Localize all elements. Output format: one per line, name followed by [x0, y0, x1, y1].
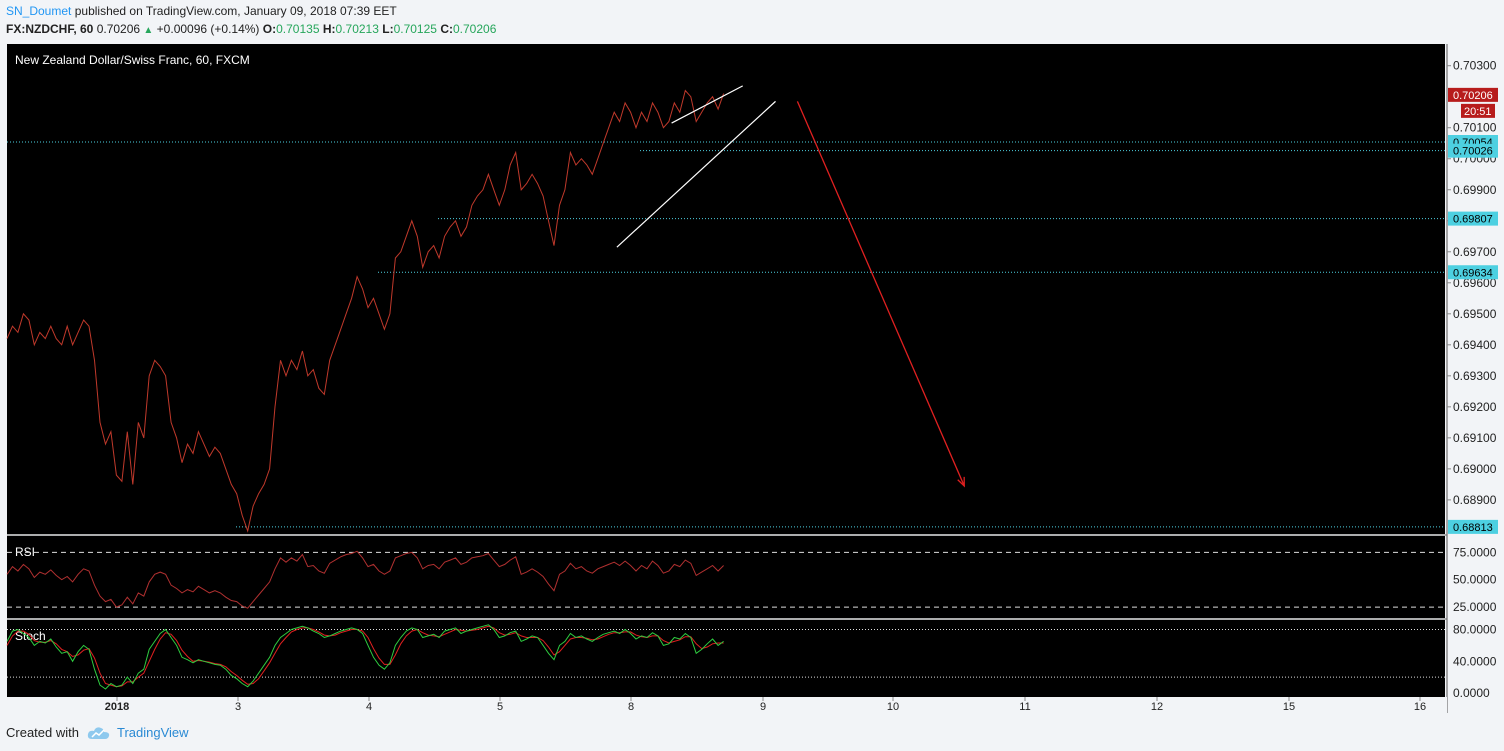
projection-arrow: [796, 101, 965, 487]
time-axis: [7, 697, 1447, 713]
close-label: C:: [440, 22, 453, 36]
y-tick-label: 0.69000: [1453, 462, 1497, 476]
published-text: published on TradingView.com, January 09…: [74, 4, 397, 18]
created-with-label: Created with: [6, 725, 79, 740]
stoch-k-line: [6, 624, 724, 690]
x-tick-label: 5: [497, 701, 503, 713]
stoch-d-line: [6, 625, 724, 688]
trendline-lower: [616, 100, 776, 248]
x-tick-label: 11: [1019, 701, 1030, 713]
y-tick-label: 0.69300: [1453, 369, 1497, 383]
rsi-tick-label: 50.0000: [1453, 573, 1497, 587]
low-label: L:: [382, 22, 394, 36]
level-tag-label: 0.69634: [1453, 267, 1493, 279]
symbol-info: FX:NZDCHF, 60 0.70206 ▲ +0.00096 (+0.14%…: [6, 22, 496, 36]
stoch-tick-label: 40.0000: [1453, 654, 1497, 668]
main-pane: [7, 44, 1445, 534]
x-tick-label: 10: [887, 701, 899, 713]
level-tag: [1448, 211, 1498, 226]
projection-arrowhead: [957, 476, 965, 488]
countdown-label: 20:51: [1464, 106, 1492, 118]
stoch-tick-label: 80.0000: [1453, 623, 1497, 637]
stoch-pane: [7, 620, 1445, 697]
level-tag-label: 0.68813: [1453, 522, 1493, 534]
price-change: +0.00096 (+0.14%): [156, 22, 260, 36]
open-label: O:: [262, 22, 277, 36]
y-tick-label: 0.69400: [1453, 338, 1497, 352]
x-tick-label: 12: [1151, 701, 1163, 713]
y-tick-label: 0.70100: [1453, 121, 1497, 135]
y-tick-label: 0.69500: [1453, 307, 1497, 321]
last-price: 0.70206: [96, 22, 141, 36]
x-tick-label: 15: [1283, 701, 1295, 713]
high-value: 0.70213: [335, 22, 379, 36]
rsi-tick-label: 75.0000: [1453, 545, 1497, 559]
tradingview-link[interactable]: TradingView: [87, 725, 189, 740]
tradingview-brand: TradingView: [116, 725, 189, 740]
rsi-line: [6, 550, 724, 609]
y-tick-label: 0.69700: [1453, 245, 1497, 259]
x-tick-label: 8: [628, 701, 634, 713]
rsi-tick-label: 25.0000: [1453, 600, 1497, 614]
tradingview-cloud-icon: [87, 726, 110, 739]
low-value: 0.70125: [393, 22, 437, 36]
publish-info: SN_Doumet published on TradingView.com, …: [6, 4, 397, 18]
level-tag: [1448, 519, 1498, 534]
last-price-tag: [1448, 87, 1498, 102]
high-label: H:: [322, 22, 336, 36]
y-tick-label: 0.70300: [1453, 59, 1497, 73]
x-tick-label: 3: [235, 701, 241, 713]
x-tick-label: 9: [760, 701, 766, 713]
x-tick-label: 4: [366, 701, 372, 713]
chart-title: New Zealand Dollar/Swiss Franc, 60, FXCM: [15, 53, 250, 67]
open-value: 0.70135: [276, 22, 320, 36]
x-tick-label: 2018: [105, 701, 129, 713]
level-tag-label: 0.69807: [1453, 214, 1493, 226]
level-tag: [1448, 265, 1498, 280]
countdown-tag: [1461, 103, 1495, 118]
symbol-label: FX:NZDCHF, 60: [6, 22, 94, 36]
y-tick-label: 0.69600: [1453, 276, 1497, 290]
y-tick-label: 0.68900: [1453, 493, 1497, 507]
up-arrow-icon: ▲: [143, 25, 154, 36]
rsi-pane: [7, 536, 1445, 618]
last-price-tag-label: 0.70206: [1453, 90, 1493, 102]
author-link[interactable]: SN_Doumet: [6, 4, 72, 18]
level-tag: [1448, 143, 1498, 158]
y-tick-label: 0.69900: [1453, 183, 1497, 197]
close-value: 0.70206: [452, 22, 497, 36]
trendline-upper: [671, 85, 743, 124]
footer: Created with TradingView: [6, 725, 189, 740]
x-tick-label: 16: [1414, 701, 1426, 713]
stoch-tick-label: 0.0000: [1453, 686, 1490, 700]
y-tick-label: 0.69200: [1453, 400, 1497, 414]
level-tag-label: 0.70026: [1453, 146, 1493, 158]
price-series-line: [6, 89, 725, 533]
y-tick-label: 0.69100: [1453, 431, 1497, 445]
